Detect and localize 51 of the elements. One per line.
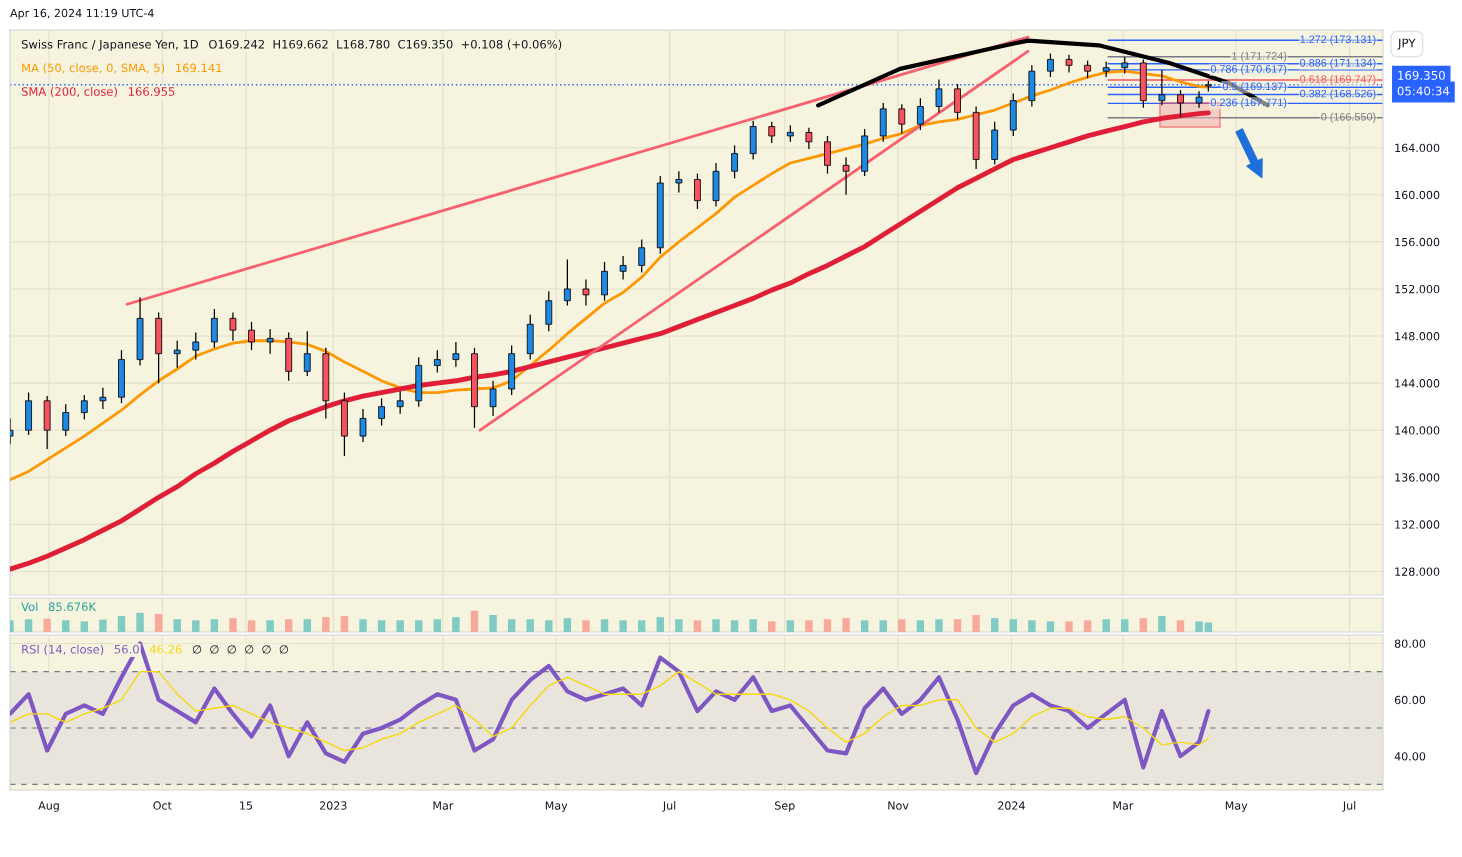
y-tick-label: 132.000: [1395, 520, 1440, 529]
y-tick-label: 136.000: [1395, 473, 1440, 482]
ref-line-label: 0.618 (169.747): [1300, 75, 1376, 86]
ref-line-label: 0.786 (170.617): [1210, 64, 1287, 75]
x-tick-label: Aug: [38, 801, 59, 812]
series-label: Vol: [21, 602, 38, 612]
y-tick-label: 128.000: [1395, 567, 1440, 576]
y-tick-label: 164.000: [1395, 143, 1440, 153]
x-tick-label: May: [545, 801, 568, 812]
y-tick-label: 160.000: [1395, 190, 1440, 200]
text: O169.242 H169.662 L168.780 C169.350 +0.108 (+0.06%): [209, 39, 562, 50]
annotation: ∅ ∅ ∅ ∅ ∅ ∅: [192, 645, 289, 654]
text: Swiss Franc / Japanese Yen, 1D: [21, 39, 198, 51]
x-tick-label: Jul: [662, 801, 676, 812]
x-tick-label: Sep: [775, 801, 795, 812]
x-tick-label: Mar: [433, 801, 454, 810]
x-tick-label: Jul: [1342, 801, 1356, 812]
y-tick-label: 80.00: [1394, 639, 1426, 648]
y-tick-label: 156.000: [1395, 237, 1440, 247]
y-tick-label: 60.00: [1394, 695, 1426, 705]
y-tick-label: 144.000: [1395, 379, 1440, 388]
y-tick-label: 40.00: [1394, 752, 1426, 761]
x-tick-label: May: [1225, 801, 1248, 812]
annotation: 56.0: [114, 644, 139, 654]
x-tick-label: Mar: [1113, 801, 1134, 810]
y-tick-label: 148.000: [1395, 332, 1440, 341]
text: SMA (200, close): [21, 86, 117, 98]
ref-line-label: 0.236 (167.771): [1210, 98, 1287, 109]
ref-line-label: 1.272 (173.131): [1300, 35, 1376, 46]
x-tick-label: Nov: [888, 801, 909, 810]
x-tick-label: 2024: [998, 801, 1025, 810]
annotation: 85.676K: [48, 602, 97, 612]
text: Apr 16, 2024 11:19 UTC-4: [10, 8, 154, 20]
annotation: 169.141: [176, 63, 222, 73]
ref-line-label: 0 (166.550): [1321, 112, 1376, 123]
ref-line-label: 0.886 (171.134): [1300, 58, 1376, 69]
ref-line-label: 0.5 (169.137): [1222, 82, 1287, 93]
ref-line-label: 1 (171.724): [1232, 51, 1287, 62]
text: 05:40:34: [1397, 86, 1450, 96]
text: JPY: [1397, 38, 1416, 50]
x-tick-label: Oct: [153, 801, 172, 810]
x-tick-label: 2023: [319, 801, 347, 810]
y-tick-label: 140.000: [1395, 426, 1440, 435]
annotation: 166.955: [128, 87, 175, 96]
ref-line-label: 0.382 (168.526): [1300, 89, 1376, 100]
y-tick-label: 152.000: [1395, 284, 1440, 294]
ref-line-label: 169.350: [1398, 70, 1445, 80]
x-tick-label: 15: [240, 801, 253, 810]
text: RSI (14, close): [22, 644, 104, 655]
annotation: 46.26: [149, 644, 182, 654]
text: MA (50, close, 0, SMA, 5): [22, 63, 165, 74]
